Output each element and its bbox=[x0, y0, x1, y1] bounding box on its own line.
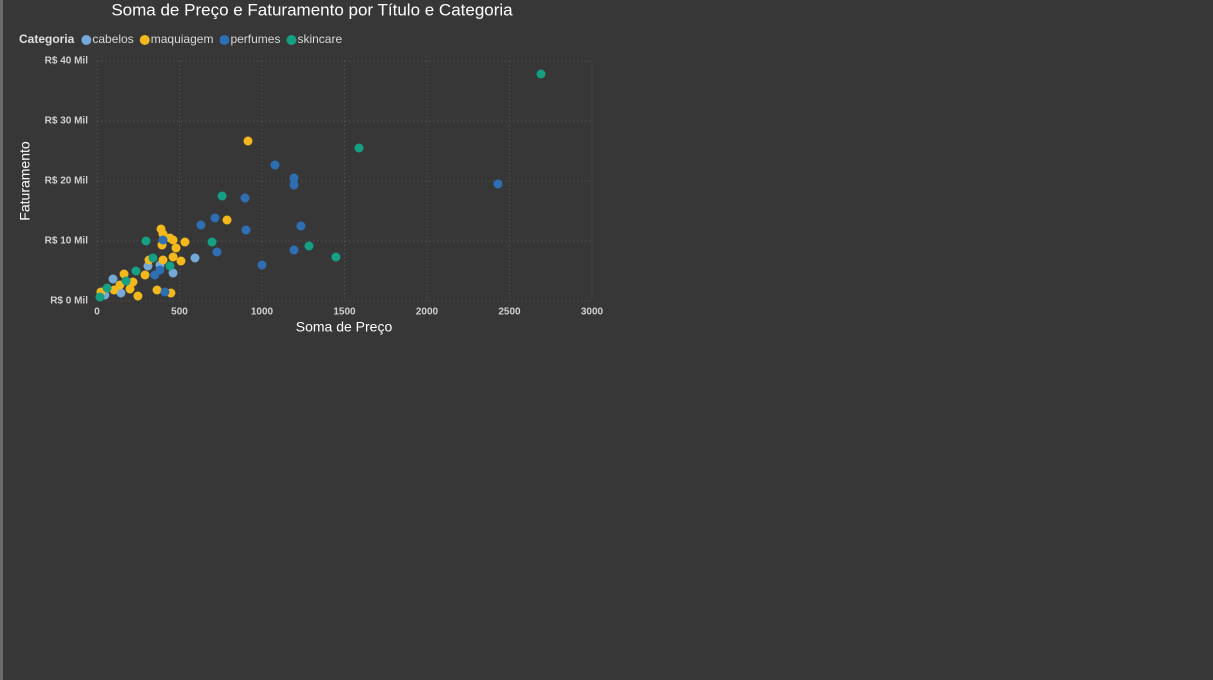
legend-marker bbox=[286, 35, 297, 45]
legend-label: cabelos bbox=[92, 32, 133, 46]
x-tick-label: 1500 bbox=[333, 307, 356, 318]
scatter-point bbox=[296, 221, 306, 231]
scatter-point bbox=[133, 291, 143, 301]
scatter-point bbox=[119, 269, 129, 279]
scatter-point bbox=[354, 143, 364, 153]
scatter-point bbox=[304, 241, 314, 251]
scatter-point bbox=[176, 256, 186, 266]
scatter-point bbox=[125, 284, 135, 294]
scatter-point bbox=[158, 235, 168, 245]
scatter-point bbox=[148, 253, 158, 263]
scatter-point bbox=[150, 270, 160, 280]
scatter-point bbox=[121, 276, 131, 286]
y-tick-label: R$ 30 Mil bbox=[45, 116, 89, 127]
scatter-point bbox=[168, 235, 178, 245]
scatter-point bbox=[257, 260, 267, 270]
legend-label: skincare bbox=[297, 32, 342, 46]
legend-title: Categoria bbox=[19, 32, 75, 46]
scatter-point bbox=[190, 253, 200, 263]
scatter-point bbox=[536, 69, 546, 79]
scatter-point bbox=[212, 247, 222, 257]
scatter-point bbox=[207, 237, 217, 247]
scatter-point bbox=[289, 180, 299, 190]
scatter-point bbox=[116, 288, 126, 298]
y-axis-title: Faturamento bbox=[17, 141, 33, 221]
scatter-point bbox=[493, 179, 503, 189]
scatter-point bbox=[141, 236, 151, 246]
y-tick-label: R$ 20 Mil bbox=[45, 176, 89, 187]
x-tick-label: 2000 bbox=[416, 307, 439, 318]
left-border bbox=[0, 0, 3, 680]
scatter-point bbox=[222, 215, 232, 225]
y-tick-label: R$ 0 Mil bbox=[50, 296, 88, 307]
scatter-point bbox=[152, 285, 162, 295]
scatter-point bbox=[131, 266, 141, 276]
x-tick-label: 500 bbox=[171, 307, 188, 318]
scatter-point bbox=[140, 270, 150, 280]
scatter-point bbox=[108, 274, 118, 284]
scatter-point bbox=[180, 237, 190, 247]
scatter-point bbox=[165, 261, 175, 271]
legend-marker bbox=[81, 35, 92, 45]
legend-label: maquiagem bbox=[151, 32, 214, 46]
x-tick-label: 2500 bbox=[498, 307, 521, 318]
scatter-point bbox=[210, 213, 220, 223]
x-axis-title: Soma de Preço bbox=[296, 319, 393, 335]
legend-label: perfumes bbox=[230, 32, 280, 46]
x-tick-label: 3000 bbox=[581, 307, 604, 318]
y-tick-label: R$ 40 Mil bbox=[45, 56, 89, 67]
scatter-point bbox=[289, 245, 299, 255]
scatter-point bbox=[158, 255, 168, 265]
y-tick-label: R$ 10 Mil bbox=[45, 236, 89, 247]
scatter-point bbox=[128, 277, 138, 287]
x-tick-label: 1000 bbox=[251, 307, 274, 318]
legend-marker bbox=[219, 35, 230, 45]
x-tick-label: 0 bbox=[94, 307, 100, 318]
scatter-point bbox=[160, 287, 170, 297]
scatter-point bbox=[168, 252, 178, 262]
scatter-point bbox=[240, 193, 250, 203]
scatter-point bbox=[171, 243, 181, 253]
scatter-point bbox=[109, 285, 119, 295]
scatter-point bbox=[289, 173, 299, 183]
scatter-point bbox=[331, 252, 341, 262]
scatter-point bbox=[95, 292, 105, 302]
legend-marker bbox=[139, 35, 150, 45]
scatter-point bbox=[168, 268, 178, 278]
chart-title: Soma de Preço e Faturamento por Título e… bbox=[111, 0, 513, 19]
scatter-point bbox=[196, 220, 206, 230]
scatter-point bbox=[102, 283, 112, 293]
scatter-point bbox=[243, 136, 253, 146]
scatter-point bbox=[241, 225, 251, 235]
scatter-point bbox=[217, 191, 227, 201]
scatter-point bbox=[270, 160, 280, 170]
